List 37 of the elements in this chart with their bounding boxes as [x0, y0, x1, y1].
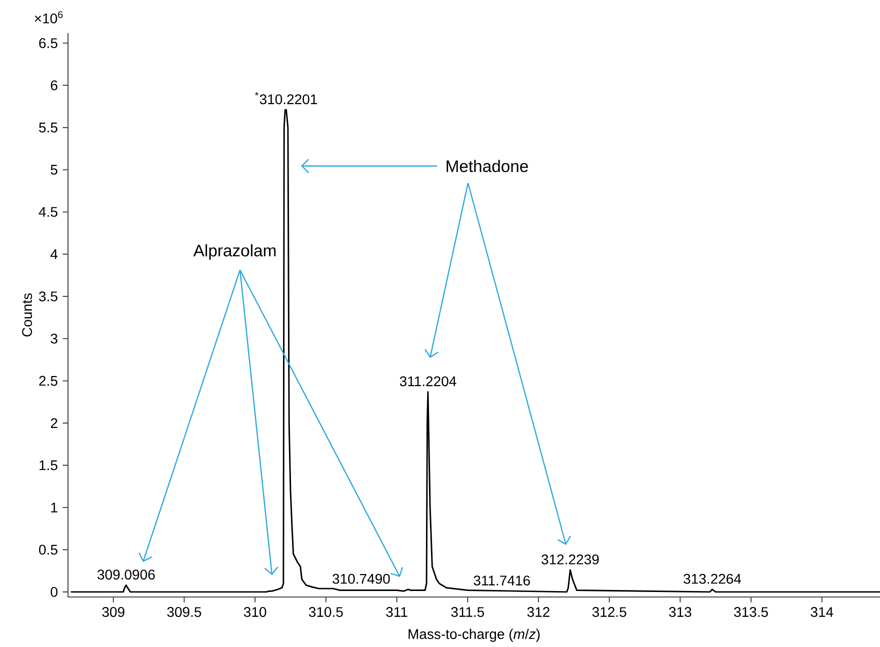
x-tick-label: 311.5: [451, 607, 484, 617]
x-tick-label: 313: [669, 607, 692, 617]
y-tick-label: 1: [51, 502, 58, 512]
y-tick-label: 1.5: [40, 460, 58, 470]
y-tick-label: 3: [50, 334, 58, 344]
x-tick-label: 309.5: [167, 607, 202, 617]
y-tick-label: 3.5: [39, 291, 58, 302]
y-tick-label: 6.5: [39, 38, 58, 48]
x-tick-label: 312: [527, 607, 550, 617]
y-tick-label: 6: [50, 80, 58, 90]
annotation: 311.2204: [400, 376, 456, 386]
y-tick-label: 4: [50, 249, 58, 260]
y-tick-label: 4.5: [38, 207, 58, 217]
x-tick-label: 310.5: [308, 607, 343, 617]
annotation: 313.2264: [684, 574, 742, 584]
y-tick-label: 0: [50, 586, 58, 597]
annotation: $^{*}$310.2201: [254, 92, 317, 104]
annotation: 312.2239: [542, 554, 599, 564]
y-tick-label: 5.5: [39, 122, 58, 132]
x-axis-title: Mass-to-charge (m/z): [408, 628, 540, 642]
x-tick-label: 311: [386, 607, 408, 617]
x-tick-label: 314: [810, 607, 834, 617]
x-tick-label: 310: [244, 607, 266, 617]
x-tick-label: 313.5: [734, 607, 768, 617]
y-tick-label: 5: [50, 164, 58, 175]
annotation: 310.7490: [332, 574, 390, 584]
x-tick-label: 309: [102, 607, 124, 617]
annotation: 311.7416: [474, 576, 530, 586]
y-axis-title: Counts: [22, 293, 32, 336]
y-tick-label: 0.5: [39, 544, 58, 555]
y-tick-label: 2: [50, 418, 58, 428]
text: ×10$^{6}$: [34, 11, 63, 24]
annotation: 309.0906: [98, 570, 155, 580]
annotation: Methadone: [446, 160, 528, 172]
annotation: Alprazolam: [193, 244, 276, 260]
y-tick-label: 2.5: [39, 376, 58, 386]
x-tick-label: 312.5: [592, 607, 626, 617]
